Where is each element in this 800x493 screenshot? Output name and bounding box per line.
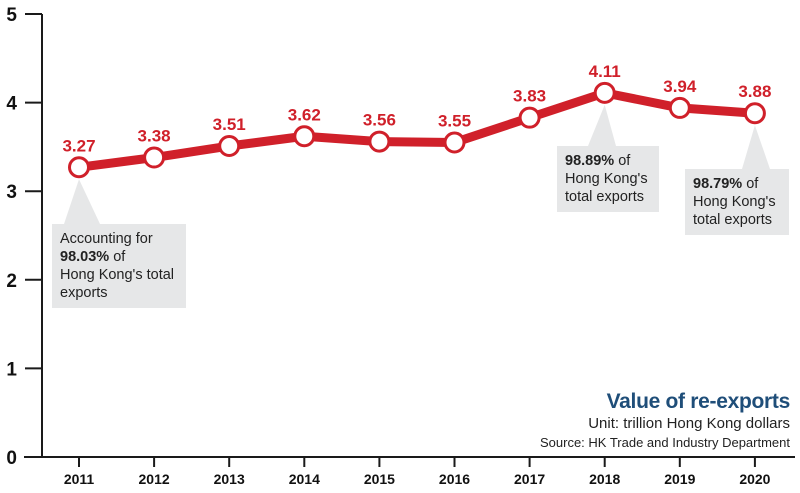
data-point	[518, 106, 541, 129]
data-label: 3.88	[738, 82, 771, 101]
x-tick-label: 2015	[364, 471, 395, 487]
annotation-2020-percent: 98.79%	[693, 176, 743, 192]
x-tick-label: 2014	[289, 471, 320, 487]
data-label: 3.38	[138, 127, 171, 146]
data-point	[68, 156, 90, 179]
data-label: 3.55	[438, 111, 471, 130]
y-tick-label: 3	[6, 182, 17, 203]
data-point	[743, 102, 766, 125]
chart-source: Source: HK Trade and Industry Department	[539, 435, 790, 450]
annotation-2011-percent: 98.03%	[60, 249, 110, 265]
data-label: 3.94	[663, 77, 697, 96]
data-label: 3.27	[62, 136, 95, 155]
x-tick-label: 2020	[739, 471, 770, 487]
annotation-2011-line3: Hong Kong's total	[60, 267, 175, 283]
annotation-2018-line2: Hong Kong's	[565, 171, 648, 187]
chart-title-block: Value of re-exports Unit: trillion Hong …	[540, 390, 790, 453]
x-tick-label: 2011	[64, 471, 95, 487]
series-line	[78, 88, 756, 172]
data-point	[593, 81, 616, 104]
annotation-2011-of: of	[109, 249, 126, 265]
annotation-2018-of: of	[614, 153, 631, 169]
data-point	[668, 96, 691, 119]
annotation-2018: 98.89% of Hong Kong's total exports	[557, 146, 659, 212]
data-label: 3.62	[288, 105, 321, 124]
annotation-2011: Accounting for 98.03% of Hong Kong's tot…	[52, 224, 186, 308]
data-label: 3.56	[363, 111, 396, 130]
annotation-2018-percent: 98.89%	[565, 153, 615, 169]
data-point	[293, 125, 316, 148]
x-tick-label: 2017	[514, 471, 545, 487]
annotation-2020-line2: Hong Kong's	[693, 194, 776, 210]
annotation-pointer-2018	[588, 104, 616, 146]
data-point	[443, 131, 466, 154]
annotation-2020-line3: total exports	[693, 212, 772, 228]
data-point	[368, 130, 391, 153]
data-label: 3.83	[513, 87, 546, 106]
x-tick-label: 2018	[589, 471, 620, 487]
x-tick-label: 2012	[139, 471, 170, 487]
chart-title: Value of re-exports	[606, 390, 791, 413]
annotation-pointer-2011	[64, 179, 100, 224]
chart-subtitle: Unit: trillion Hong Kong dollars	[588, 415, 790, 432]
x-tick-label: 2016	[439, 471, 470, 487]
y-tick-label: 4	[6, 94, 17, 115]
data-label: 3.51	[213, 115, 246, 134]
data-point	[218, 135, 241, 158]
x-tick-label: 2013	[214, 471, 245, 487]
annotation-2011-line4: exports	[60, 285, 108, 301]
y-tick-label: 1	[6, 359, 17, 380]
data-point	[143, 146, 166, 169]
x-tick-label: 2019	[664, 471, 695, 487]
y-tick-label: 5	[6, 5, 17, 26]
annotation-2018-line3: total exports	[565, 189, 644, 205]
y-tick-label: 2	[6, 271, 17, 292]
y-tick-label: 0	[6, 448, 17, 469]
annotation-2020: 98.79% of Hong Kong's total exports	[685, 169, 789, 235]
annotation-2020-of: of	[742, 176, 759, 192]
annotation-pointer-2020	[742, 125, 770, 169]
annotation-2011-line1: Accounting for	[60, 231, 153, 247]
data-label: 4.11	[589, 62, 621, 81]
